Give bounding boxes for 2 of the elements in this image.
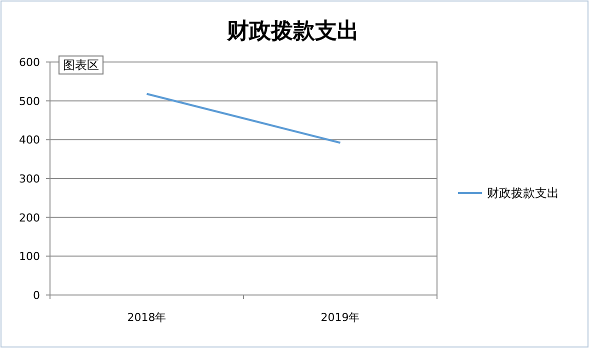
annotation: 图表区 [63, 58, 99, 72]
title: 财政拨款支出 [227, 18, 359, 44]
